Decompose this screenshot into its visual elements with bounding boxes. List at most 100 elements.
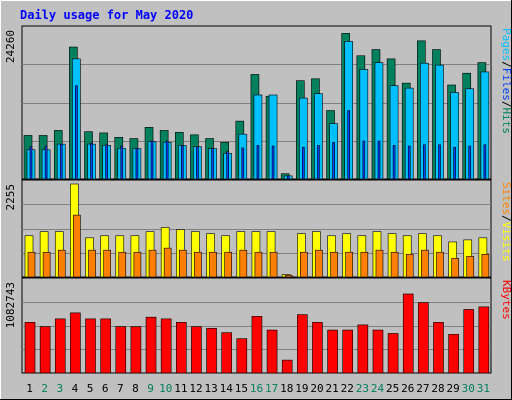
x-tick-label: 3 [57, 382, 64, 395]
kbytes-bar-body [418, 302, 429, 374]
kbytes-bar [39, 326, 51, 374]
sites-bar-body [330, 251, 338, 278]
x-tick-label: 5 [87, 382, 94, 395]
pages-bar-body [453, 146, 456, 180]
pages-bar [392, 145, 396, 180]
kbytes-bar-body [160, 318, 172, 374]
kbytes-panel-right-label-part: KBytes [500, 280, 512, 320]
sites-bar [148, 249, 157, 278]
x-tick-label: 9 [147, 382, 154, 395]
kbytes-bar [70, 312, 81, 374]
pages-bar-body [271, 145, 275, 180]
pages-bar-body [150, 140, 154, 180]
pages-bar [135, 148, 139, 180]
kbytes-bar [266, 329, 278, 374]
pages-bar [332, 141, 335, 180]
kbytes-bar [297, 314, 308, 374]
sites-bar [284, 275, 293, 278]
x-tick-label: 25 [386, 382, 399, 395]
kbytes-bar-body [387, 333, 399, 374]
pages-bar [377, 140, 381, 180]
sites-bar-body [451, 258, 459, 278]
sites-bar [118, 251, 127, 278]
x-tick-label: 8 [132, 382, 139, 395]
x-tick-label: 13 [204, 382, 217, 395]
sites-bar [133, 251, 142, 278]
kbytes-bar-body [281, 359, 293, 374]
pages-bar [180, 145, 184, 180]
sites-bar-body [42, 251, 51, 278]
pages-bar-body [423, 144, 426, 180]
x-tick-label: 30 [462, 382, 475, 395]
kbytes-bar-body [266, 329, 278, 374]
kbytes-bar-body [433, 322, 444, 374]
sites-bar-body [345, 251, 354, 278]
pages-bar-body [317, 145, 320, 180]
chart-title: Daily usage for May 2020 [20, 8, 193, 22]
kbytes-bar [418, 302, 429, 374]
pages-bar-body [59, 143, 63, 180]
x-tick-label: 26 [401, 382, 414, 395]
kbytes-bar-body [402, 293, 414, 374]
sites-bar [42, 251, 51, 278]
kbytes-bar [463, 309, 475, 374]
kbytes-bar-body [342, 329, 354, 374]
pages-bar-body [302, 146, 305, 180]
sites-bar [300, 251, 308, 278]
sites-bar-body [27, 251, 36, 278]
sites-bar [27, 251, 36, 278]
sites-bar-body [284, 275, 293, 278]
kbytes-bar [85, 318, 96, 374]
sites-bar [421, 249, 429, 278]
pages-bar-body [392, 145, 396, 180]
sites-bar [390, 251, 399, 278]
sites-bar-body [315, 249, 323, 278]
x-tick-label: 28 [431, 382, 444, 395]
sites-bar-body [57, 249, 66, 278]
kbytes-bar [206, 328, 217, 374]
kbytes-bar-body [24, 322, 36, 374]
hits-panel-right-label-part: / [500, 101, 512, 108]
sites-bar-body [481, 254, 490, 278]
sites-bar [269, 251, 278, 278]
x-tick-label: 24 [371, 382, 385, 395]
pages-bar [226, 151, 229, 180]
sites-bar [73, 214, 81, 278]
visits-panel-right-label-part: / [500, 215, 512, 222]
x-tick-label: 4 [72, 382, 79, 395]
pages-bar [453, 146, 456, 180]
visits-panel-ymax-label: 2255 [4, 184, 17, 211]
sites-bar [224, 251, 232, 278]
visits-panel-right-label-part: Sites [500, 182, 512, 215]
kbytes-bar [54, 318, 66, 374]
kbytes-bar-body [175, 322, 187, 374]
sites-bar [88, 249, 96, 278]
pages-bar-body [286, 175, 290, 180]
kbytes-bar [312, 322, 323, 374]
sites-bar-body [103, 249, 111, 278]
pages-bar-body [407, 145, 411, 180]
sites-bar [194, 251, 202, 278]
x-tick-label: 27 [416, 382, 429, 395]
sites-bar-body [148, 249, 157, 278]
sites-bar-body [209, 251, 217, 278]
pages-bar-body [105, 144, 108, 180]
kbytes-bar-body [100, 318, 111, 374]
kbytes-bar-body [115, 326, 127, 374]
kbytes-bar [281, 359, 293, 374]
pages-bar-body [75, 85, 78, 180]
sites-bar-body [224, 251, 232, 278]
x-tick-label: 2 [41, 382, 48, 395]
pages-bar-body [483, 144, 487, 180]
pages-bar-body [196, 146, 199, 180]
sites-bar-body [133, 251, 142, 278]
kbytes-bar [236, 338, 248, 374]
sites-bar [103, 249, 111, 278]
pages-bar-body [120, 145, 124, 180]
sites-bar-body [254, 251, 263, 278]
sites-bar [481, 254, 490, 278]
kbytes-bar [160, 318, 172, 374]
sites-bar [239, 249, 248, 278]
pages-bar-body [226, 151, 229, 180]
